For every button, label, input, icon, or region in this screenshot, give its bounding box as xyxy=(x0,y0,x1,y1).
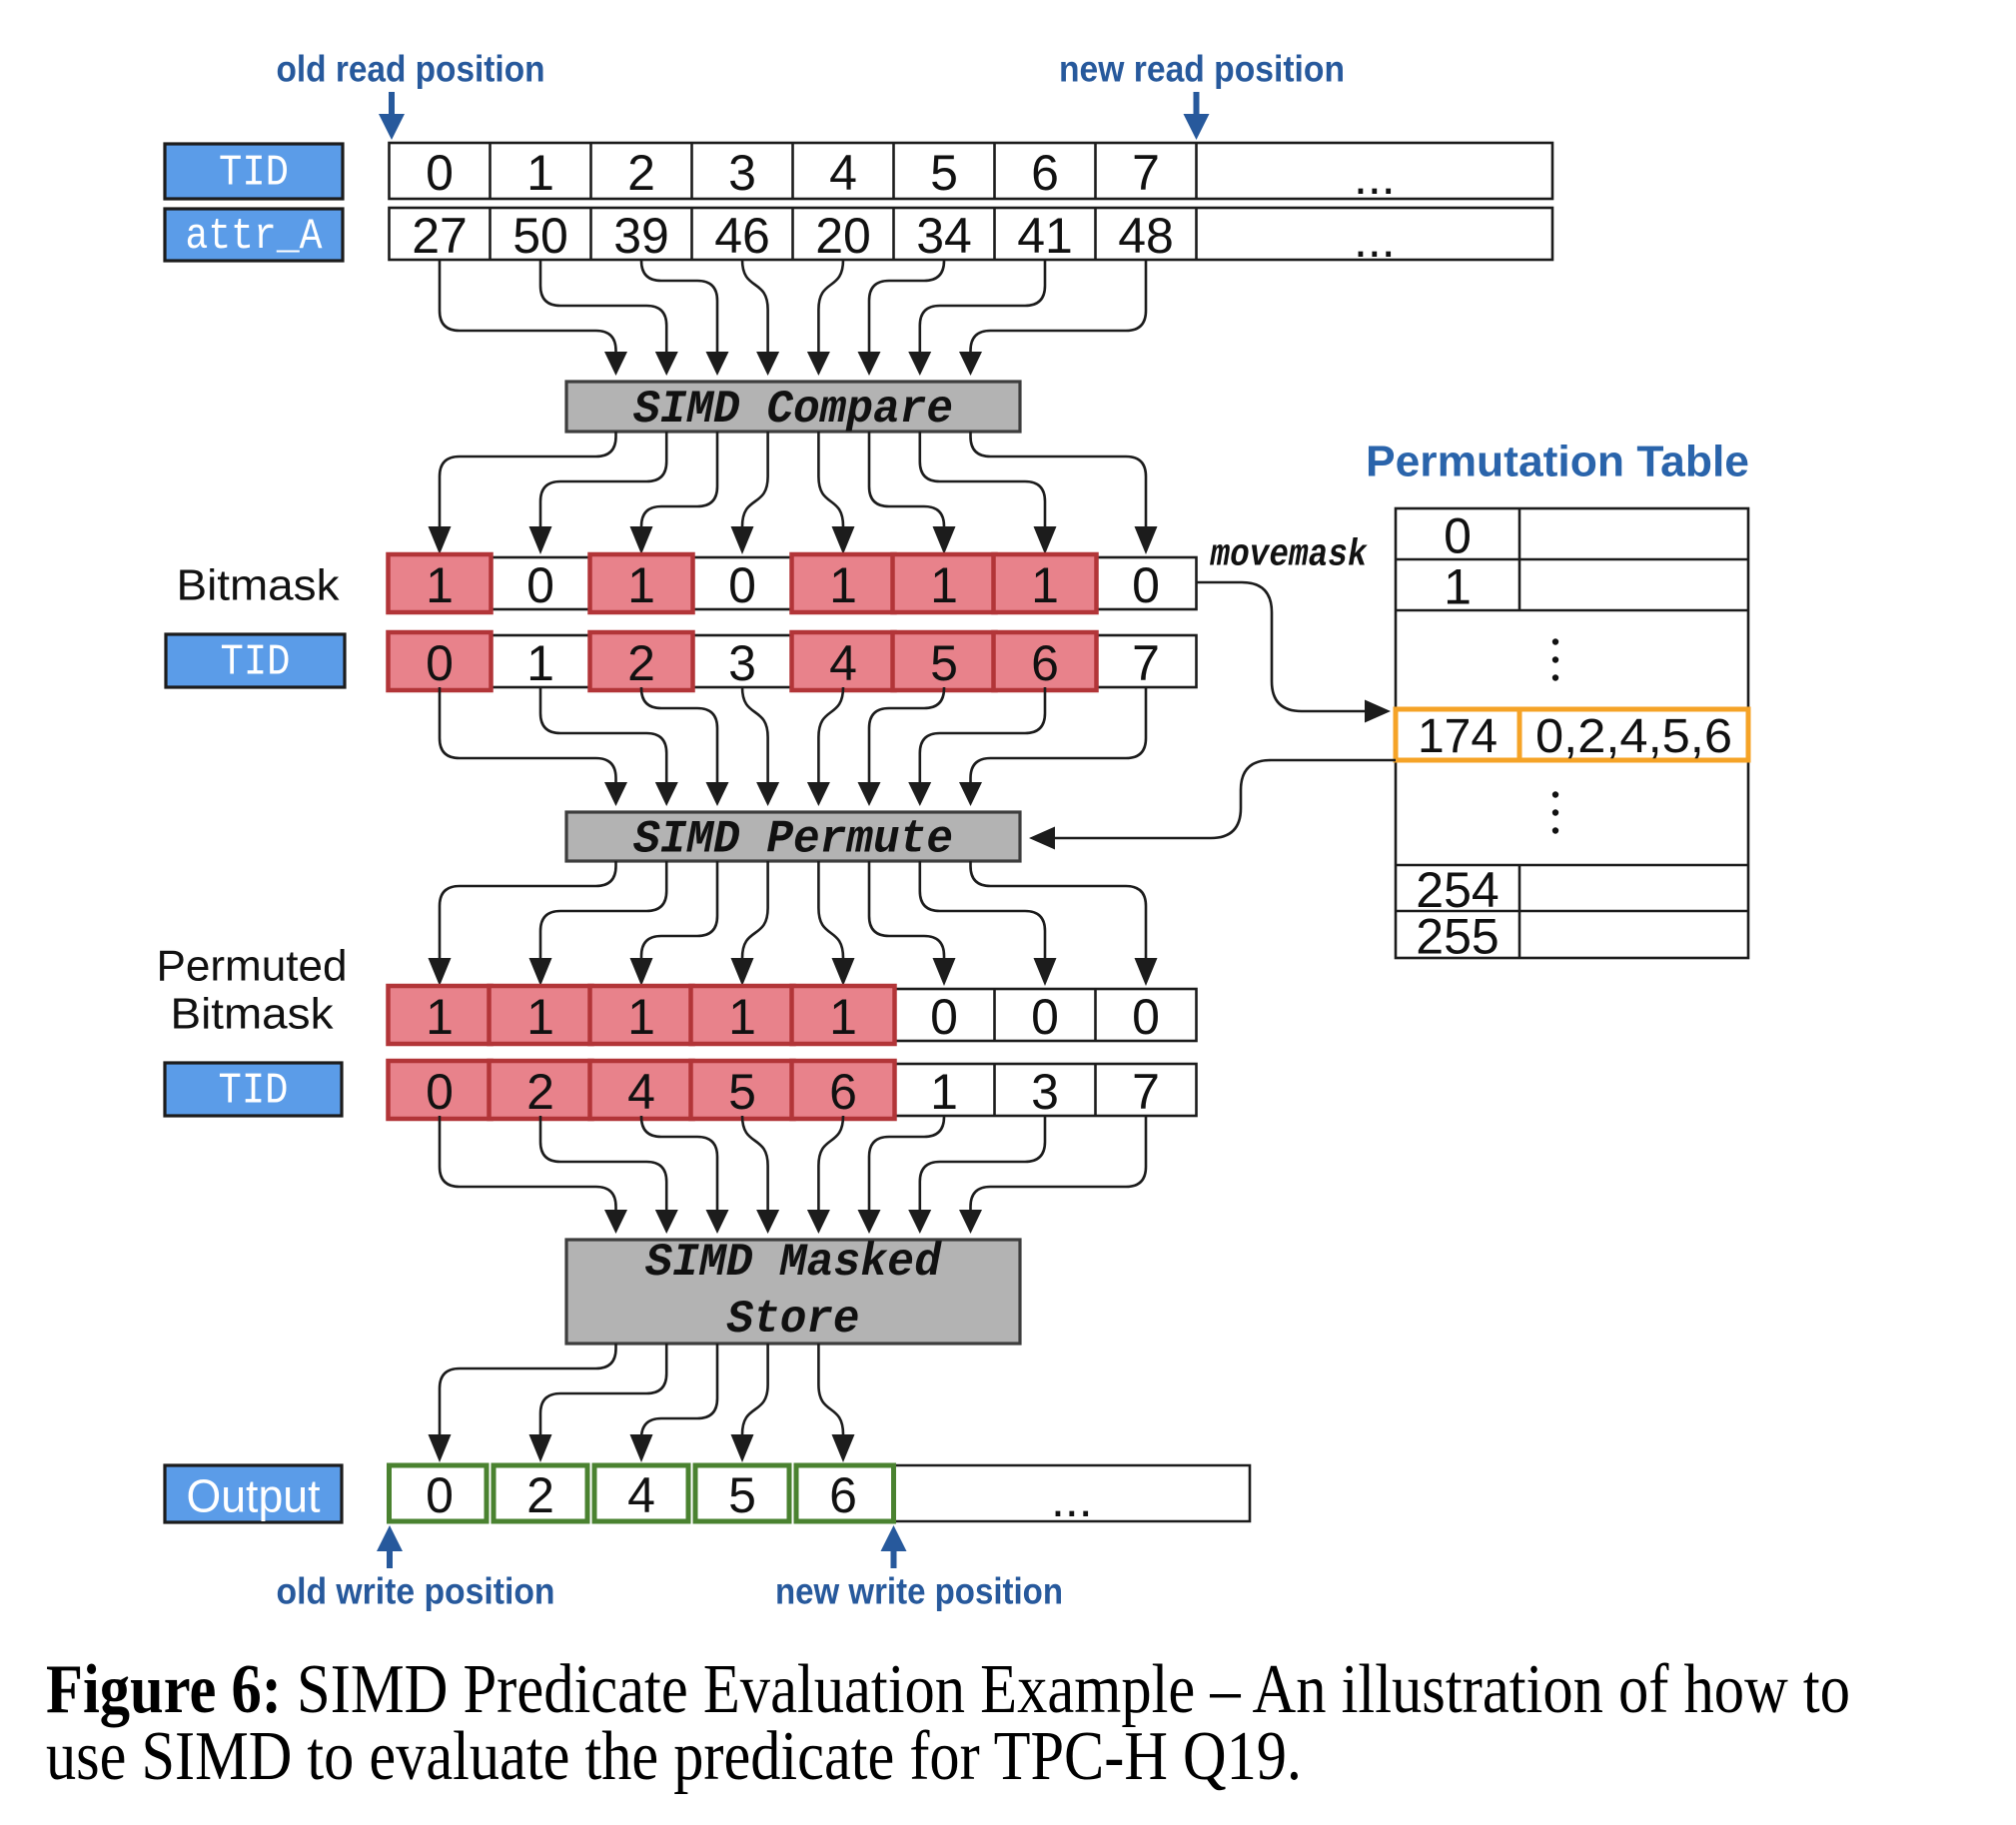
svg-text:0: 0 xyxy=(526,557,554,613)
svg-text:27: 27 xyxy=(412,208,468,264)
svg-text:1: 1 xyxy=(627,557,655,613)
svg-text:...: ... xyxy=(1354,149,1396,205)
svg-text:1: 1 xyxy=(1444,559,1472,615)
svg-text:SIMD Masked: SIMD Masked xyxy=(645,1237,942,1289)
svg-text:new write position: new write position xyxy=(775,1571,1063,1612)
svg-text:1: 1 xyxy=(829,989,857,1045)
svg-text:5: 5 xyxy=(728,1467,756,1523)
svg-text:0: 0 xyxy=(728,557,756,613)
svg-text:39: 39 xyxy=(613,208,669,264)
svg-text:255: 255 xyxy=(1416,909,1499,965)
svg-text:0: 0 xyxy=(426,1467,454,1523)
svg-text:6: 6 xyxy=(829,1467,857,1523)
svg-text:5: 5 xyxy=(930,635,958,691)
svg-text:5: 5 xyxy=(930,145,958,201)
svg-text:0,2,4,5,6: 0,2,4,5,6 xyxy=(1535,710,1732,763)
svg-text:6: 6 xyxy=(829,1064,857,1120)
svg-text:7: 7 xyxy=(1132,145,1160,201)
svg-text:TID: TID xyxy=(219,1067,289,1117)
svg-text:34: 34 xyxy=(916,208,972,264)
svg-text:old read position: old read position xyxy=(277,49,545,90)
svg-text:Output: Output xyxy=(187,1470,321,1522)
svg-text:1: 1 xyxy=(526,635,554,691)
svg-text:Store: Store xyxy=(727,1294,860,1346)
svg-text:Figure 6: SIMD Predicate Evalu: Figure 6: SIMD Predicate Evaluation Exam… xyxy=(46,1651,1850,1728)
svg-text:1: 1 xyxy=(728,989,756,1045)
svg-text:0: 0 xyxy=(1031,989,1059,1045)
svg-text:SIMD Compare: SIMD Compare xyxy=(633,384,953,436)
svg-text:TID: TID xyxy=(219,149,289,199)
svg-text:Bitmask: Bitmask xyxy=(171,990,335,1039)
svg-text:...: ... xyxy=(1354,212,1396,268)
svg-text:1: 1 xyxy=(426,989,454,1045)
svg-text:4: 4 xyxy=(829,145,857,201)
svg-text:movemask: movemask xyxy=(1210,534,1369,577)
svg-text:3: 3 xyxy=(1031,1064,1059,1120)
svg-text:41: 41 xyxy=(1017,208,1073,264)
svg-text:Permutation Table: Permutation Table xyxy=(1366,438,1749,486)
svg-text:1: 1 xyxy=(627,989,655,1045)
svg-text:174: 174 xyxy=(1418,710,1498,763)
svg-text:old write position: old write position xyxy=(277,1571,555,1612)
svg-text:2: 2 xyxy=(526,1064,554,1120)
svg-text:1: 1 xyxy=(526,145,554,201)
svg-text:0: 0 xyxy=(1132,989,1160,1045)
svg-text:2: 2 xyxy=(627,145,655,201)
svg-text:4: 4 xyxy=(627,1467,655,1523)
svg-text:0: 0 xyxy=(426,635,454,691)
svg-text:0: 0 xyxy=(1444,508,1472,564)
svg-text:7: 7 xyxy=(1132,1064,1160,1120)
svg-text:6: 6 xyxy=(1031,145,1059,201)
svg-text:48: 48 xyxy=(1118,208,1174,264)
svg-text:Permuted: Permuted xyxy=(157,942,348,991)
svg-text:1: 1 xyxy=(526,989,554,1045)
svg-text:3: 3 xyxy=(728,635,756,691)
svg-text:SIMD Permute: SIMD Permute xyxy=(633,814,953,866)
svg-text:46: 46 xyxy=(714,208,770,264)
svg-text:4: 4 xyxy=(627,1064,655,1120)
svg-text:5: 5 xyxy=(728,1064,756,1120)
svg-text:use SIMD to evaluate the predi: use SIMD to evaluate the predicate for T… xyxy=(46,1718,1302,1795)
svg-text:50: 50 xyxy=(512,208,568,264)
svg-text:3: 3 xyxy=(728,145,756,201)
svg-text:0: 0 xyxy=(930,989,958,1045)
svg-text:1: 1 xyxy=(930,1064,958,1120)
svg-text:4: 4 xyxy=(829,635,857,691)
svg-text:0: 0 xyxy=(426,145,454,201)
svg-text:20: 20 xyxy=(815,208,871,264)
svg-text:attr_A: attr_A xyxy=(186,212,324,262)
svg-text:new read position: new read position xyxy=(1059,49,1345,90)
svg-text:Bitmask: Bitmask xyxy=(177,561,341,610)
svg-text:254: 254 xyxy=(1416,862,1499,918)
svg-text:6: 6 xyxy=(1031,635,1059,691)
svg-text:1: 1 xyxy=(930,557,958,613)
svg-text:2: 2 xyxy=(526,1467,554,1523)
svg-text:2: 2 xyxy=(627,635,655,691)
svg-text:...: ... xyxy=(1051,1471,1093,1527)
svg-text:1: 1 xyxy=(829,557,857,613)
svg-text:TID: TID xyxy=(221,638,291,688)
svg-text:1: 1 xyxy=(426,557,454,613)
svg-text:0: 0 xyxy=(1132,557,1160,613)
svg-text:7: 7 xyxy=(1132,635,1160,691)
svg-text:1: 1 xyxy=(1031,557,1059,613)
svg-text:0: 0 xyxy=(426,1064,454,1120)
